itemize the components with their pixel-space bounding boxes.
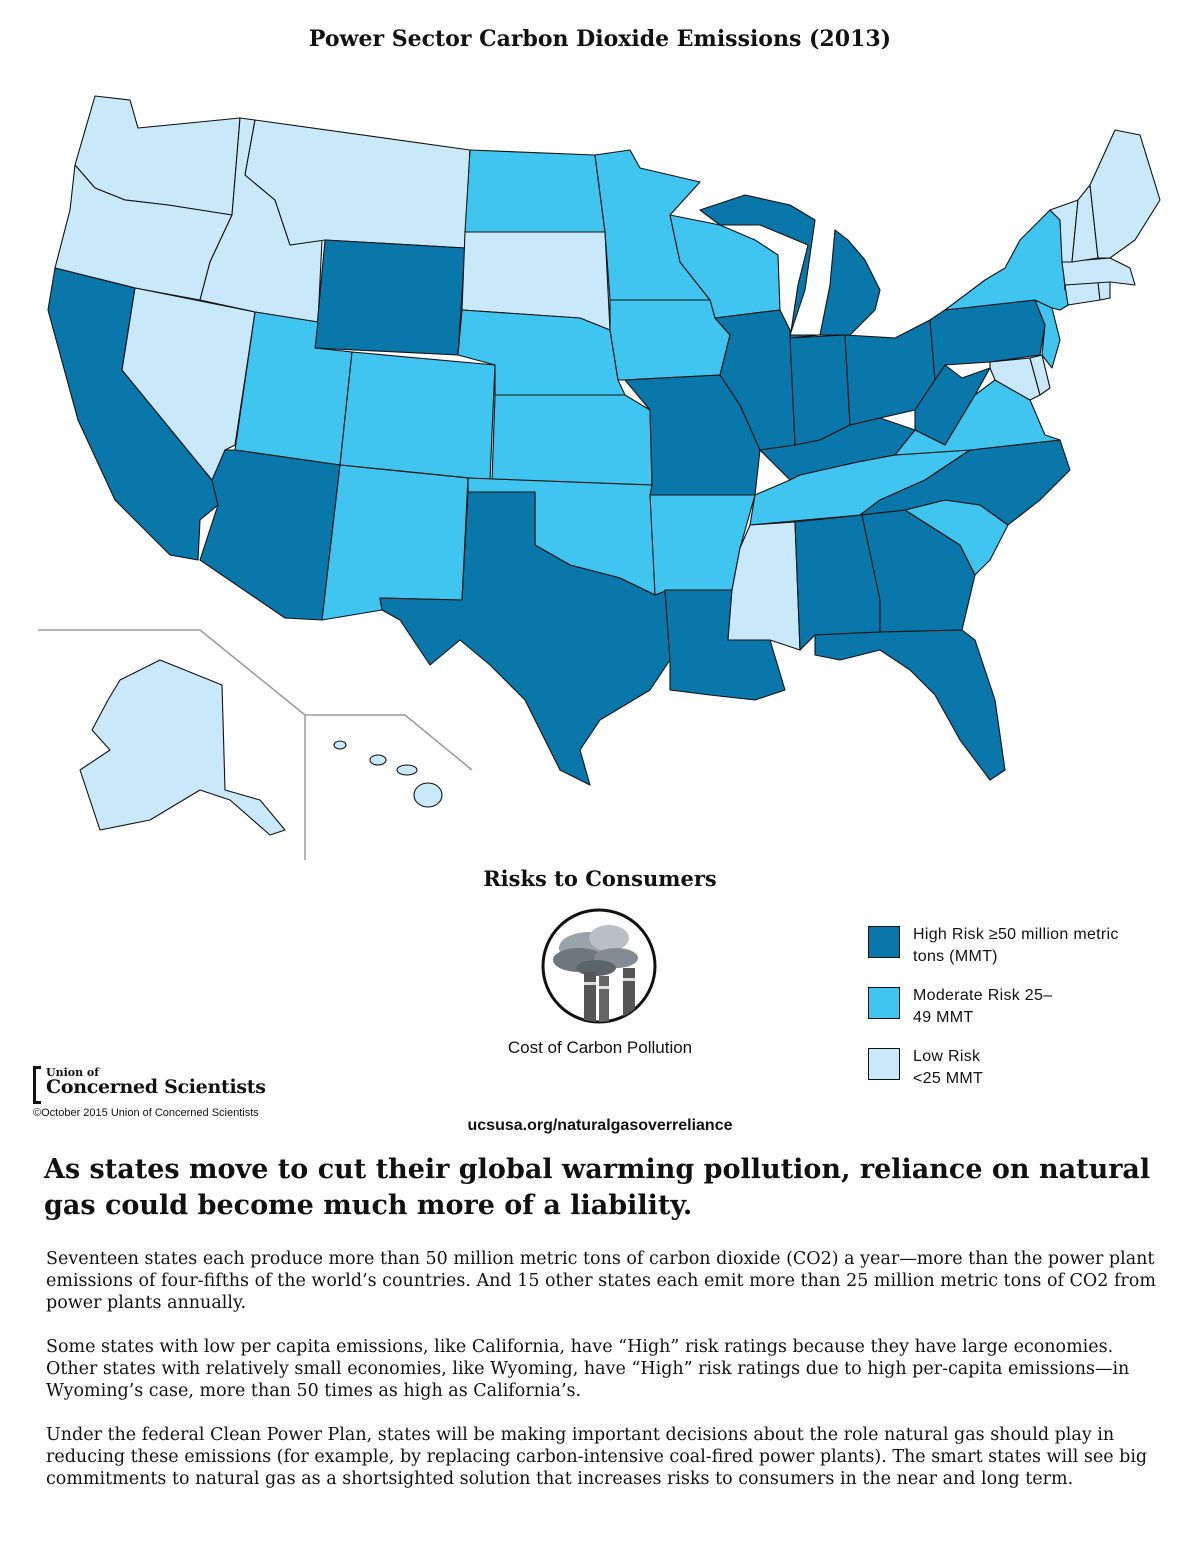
legend-label-high: High Risk ≥50 million metric tons (MMT) [913,926,1119,965]
state-fl[interactable] [814,629,1006,781]
paragraph: Seventeen states each produce more than … [46,1249,1156,1313]
logo-bracket [33,1066,41,1104]
legend-swatch-high [868,926,900,958]
state-wy[interactable] [314,239,466,356]
state-ia[interactable] [609,299,731,381]
logo-line2: Concerned Scientists [46,1076,266,1098]
state-de[interactable] [1029,354,1051,396]
legend-item-moderate: Moderate Risk 25–49 MMT [868,985,1053,1029]
state-nc[interactable] [859,439,1071,526]
copyright: ©October 2015 Union of Concerned Scienti… [33,1107,259,1119]
legend-swatch-moderate [868,987,900,1019]
smokestack-pollution-icon [541,908,657,1024]
paragraph: Some states with low per capita emission… [46,1337,1130,1401]
state-ri[interactable] [1097,281,1111,301]
legend-item-low: Low Risk <25 MMT [868,1046,1003,1090]
state-ks[interactable] [491,394,653,486]
source-url[interactable]: ucsusa.org/naturalgasoverreliance [467,1117,733,1134]
logo-line1: Union of [46,1066,100,1079]
state-tx[interactable] [379,491,671,786]
state-vt[interactable] [1049,199,1079,263]
state-mi[interactable] [699,194,881,339]
paragraph: Under the federal Clean Power Plan, stat… [46,1425,1148,1489]
legend-item-high: High Risk ≥50 million metric tons (MMT) [868,924,1123,968]
state-ct[interactable] [1064,281,1101,306]
body-text: Seventeen states each produce more than … [46,1248,1156,1512]
legend-label-low: Low Risk <25 MMT [913,1048,984,1087]
icon-caption: Cost of Carbon Pollution [507,1038,693,1057]
alaska-inset-border [38,629,306,860]
legend-label-moderate: Moderate Risk 25–49 MMT [913,987,1053,1026]
legend-swatch-low [868,1048,900,1080]
state-in[interactable] [789,334,851,446]
state-me[interactable] [1089,129,1161,259]
us-states-map [38,95,1161,860]
hawaii-inset-border [305,714,473,771]
state-nm[interactable] [321,464,469,621]
map-title: Power Sector Carbon Dioxide Emissions (2… [308,26,892,52]
legend-title: Risks to Consumers [483,866,717,891]
state-ak[interactable] [79,659,286,836]
state-co[interactable] [339,351,496,481]
headline: As states move to cut their global warmi… [44,1154,1151,1221]
state-nd[interactable] [464,149,606,233]
state-az[interactable] [199,449,341,621]
state-hi[interactable] [333,740,443,808]
